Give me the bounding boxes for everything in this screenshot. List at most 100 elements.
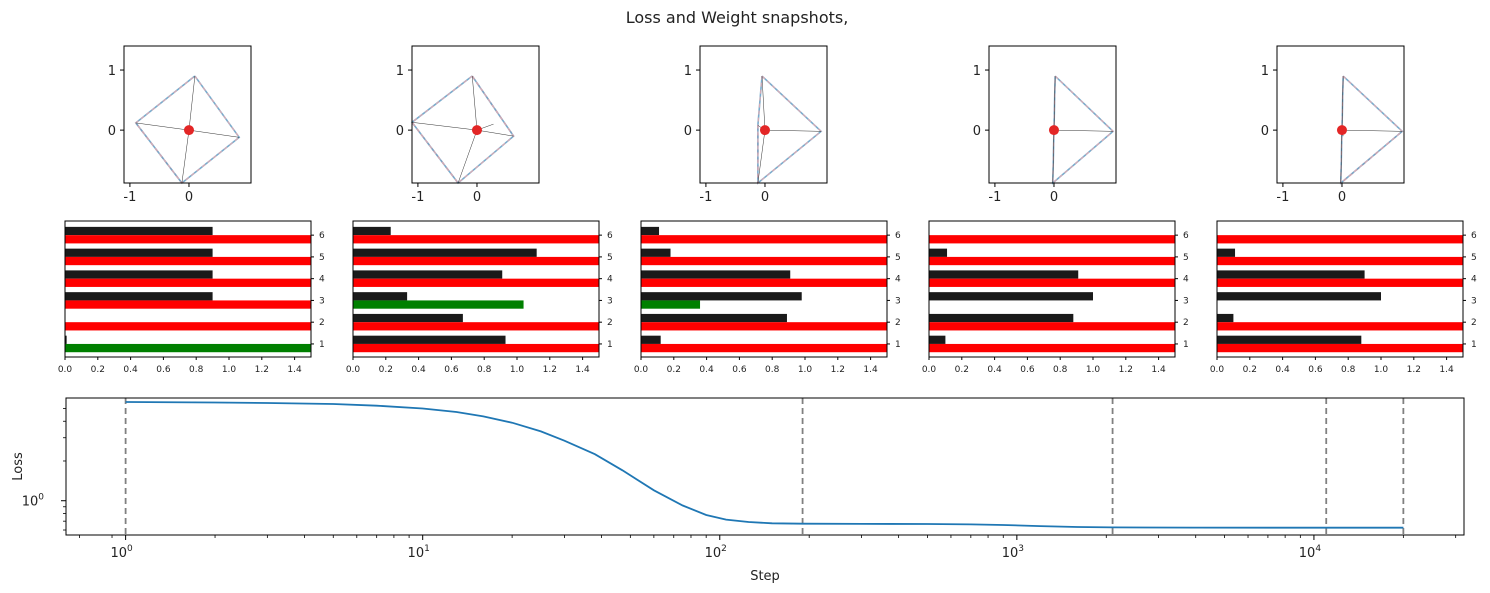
y-tick-label: 5 (1183, 253, 1189, 263)
bar-red (641, 235, 887, 244)
axes-frame (1216, 220, 1464, 358)
y-tick-label: 100 (22, 493, 45, 510)
bar-red (929, 256, 1175, 266)
weight-spoke (757, 130, 766, 184)
bar-black (1217, 248, 1236, 257)
axes-frame (1276, 45, 1405, 184)
weight-spoke (1341, 129, 1403, 132)
y-tick-label: 1 (973, 64, 981, 79)
bar-red (353, 343, 599, 353)
x-tick-label: 0.0 (1210, 365, 1225, 375)
x-tick-label: 0 (761, 190, 769, 205)
weight-spoke (476, 129, 514, 137)
bar-red (353, 278, 599, 287)
bar-black (929, 313, 1074, 323)
x-tick-label: -1 (1276, 190, 1289, 205)
bar-black (1217, 313, 1234, 323)
y-tick-label: 4 (1471, 275, 1477, 285)
x-tick-label: 0.8 (477, 365, 492, 375)
x-tick-label: 0.6 (1020, 365, 1035, 375)
x-tick-label: 0 (473, 190, 481, 205)
y-tick-label: 0 (396, 124, 404, 139)
x-tick-label: -1 (123, 190, 136, 205)
weight-outline (1339, 75, 1404, 185)
x-tick-label: 1.0 (510, 365, 525, 375)
x-tick-label: 1.4 (1151, 365, 1166, 375)
x-tick-label: -1 (411, 190, 424, 205)
bar-panel-4: 1 2 3 4 5 6 0.0 0.2 0.4 0.6 0.8 1.0 1.2 1.4 (922, 220, 1189, 375)
weight-spoke (761, 76, 766, 131)
bar-red (929, 278, 1175, 287)
bar-black (353, 248, 537, 257)
x-tick-label: 1.0 (1374, 365, 1389, 375)
axes-frame (411, 45, 540, 184)
bar-red (65, 278, 311, 287)
bar-black (929, 292, 1093, 301)
x-tick-label: 0.6 (732, 365, 747, 375)
x-tick-label: 1.2 (831, 365, 845, 375)
bar-red (1217, 256, 1463, 266)
x-tick-exponent: 1 (424, 544, 430, 554)
x-tick-label: 104 (1299, 544, 1322, 561)
y-tick-label: 1 (319, 340, 325, 350)
x-tick-label: 0.4 (123, 365, 138, 375)
weight-spoke (1052, 130, 1055, 184)
bar-black (65, 292, 213, 301)
y-tick-label: 4 (895, 275, 901, 285)
bar-red (641, 256, 887, 266)
y-tick-label: 6 (895, 231, 901, 241)
y-tick-label: 3 (895, 296, 901, 306)
loss-series-line (125, 401, 1404, 529)
x-tick-label: 0.6 (156, 365, 171, 375)
bar-black (65, 270, 213, 279)
bar-red (929, 235, 1175, 244)
y-tick-label: 1 (684, 64, 692, 79)
x-tick-label: 1.0 (222, 365, 237, 375)
x-tick-label: 0.6 (1308, 365, 1323, 375)
bar-red (65, 235, 311, 244)
axes-frame (65, 397, 1465, 536)
x-tick-exponent: 0 (127, 544, 133, 554)
bar-red (641, 322, 887, 331)
x-tick-label: 0.2 (91, 365, 105, 375)
y-tick-label: 1 (1471, 340, 1477, 350)
x-tick-label: -1 (988, 190, 1001, 205)
y-tick-label: 5 (1471, 253, 1477, 263)
axes-frame (988, 45, 1117, 184)
y-tick-label: 3 (607, 296, 613, 306)
y-tick-label: 6 (607, 231, 613, 241)
center-point (183, 125, 194, 136)
weight-panel-3: -1 0 1 0 (684, 45, 828, 205)
x-tick-label: 0.0 (58, 365, 73, 375)
bar-red (929, 343, 1175, 353)
y-tick-label: 2 (607, 318, 613, 328)
axes-frame (64, 220, 312, 358)
x-tick-label: 1.2 (1119, 365, 1133, 375)
weight-spoke (135, 122, 190, 131)
x-tick-label: -1 (699, 190, 712, 205)
center-point (471, 125, 482, 136)
y-axis-label: Loss (11, 452, 26, 481)
weight-panel-4: -1 0 1 0 (973, 45, 1117, 205)
axes-frame (123, 45, 252, 184)
x-tick-label: 0.0 (922, 365, 937, 375)
x-tick-label: 101 (408, 544, 430, 561)
weight-outline-dashed (1052, 75, 1114, 185)
y-tick-label: 1 (1183, 340, 1189, 350)
weight-spoke (411, 122, 478, 131)
bar-panel-2: 1 2 3 4 5 6 0.0 0.2 0.4 0.6 0.8 1.0 1.2 1.4 (346, 220, 613, 375)
y-tick-label: 4 (607, 275, 613, 285)
x-tick-label: 100 (110, 544, 133, 561)
bar-red (353, 322, 599, 331)
x-tick-label: 0.4 (987, 365, 1002, 375)
axes-frame (928, 220, 1176, 358)
y-tick-label: 0 (1261, 124, 1269, 139)
y-tick-label: 3 (1183, 296, 1189, 306)
x-tick-label: 0.8 (1341, 365, 1356, 375)
y-tick-label: 6 (1471, 231, 1477, 241)
bar-black (1217, 335, 1362, 344)
y-tick-label: 1 (108, 64, 116, 79)
bar-green (641, 300, 701, 309)
x-tick-label: 103 (1002, 544, 1024, 561)
